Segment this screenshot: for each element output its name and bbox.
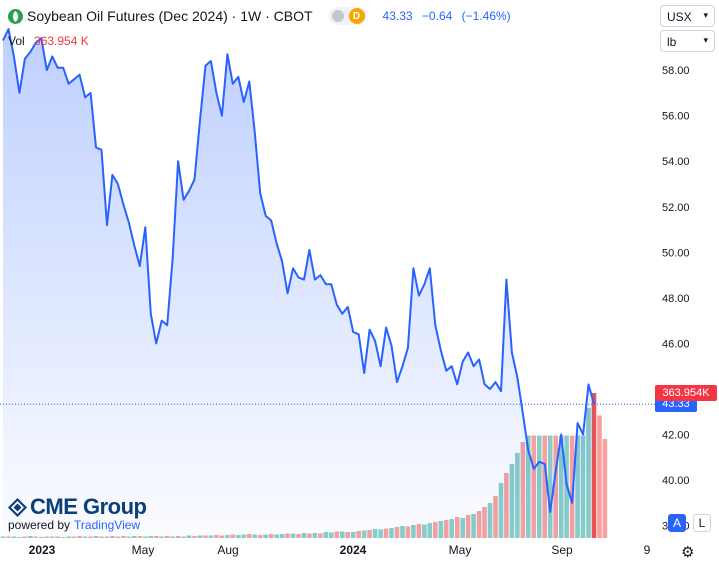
- chevron-down-icon: ▾: [703, 35, 708, 45]
- y-tick-label: 54.00: [662, 156, 690, 168]
- volume-bar: [22, 536, 28, 538]
- volume-bar: [0, 536, 6, 538]
- volume-bar: [99, 536, 104, 538]
- volume-bar: [126, 536, 132, 538]
- volume-legend: Vol 363.954 K: [8, 34, 89, 48]
- volume-bar: [33, 536, 39, 538]
- x-tick-label: Aug: [217, 543, 238, 557]
- price-change: −0.64: [421, 9, 453, 23]
- toggle-knob: [331, 10, 344, 22]
- y-axis: 38.0040.0042.0044.0046.0048.0050.0052.00…: [662, 65, 690, 532]
- currency-select[interactable]: USX ▾: [660, 5, 715, 27]
- volume-bar: [55, 536, 60, 538]
- symbol-title[interactable]: Soybean Oil Futures (Dec 2024) · 1W · CB…: [27, 8, 313, 24]
- volume-bar: [82, 536, 88, 538]
- delayed-badge: D: [348, 8, 365, 24]
- y-tick-label: 52.00: [662, 202, 690, 214]
- quote-values: 43.33 −0.64 (−1.46%): [383, 9, 517, 23]
- volume-bar: [39, 537, 44, 538]
- cme-logo: CME Group: [8, 494, 147, 520]
- log-scale-button[interactable]: L: [693, 514, 711, 532]
- chart-header: Soybean Oil Futures (Dec 2024) · 1W · CB…: [8, 5, 517, 27]
- y-tick-label: 56.00: [662, 111, 690, 123]
- tradingview-link[interactable]: TradingView: [74, 518, 141, 532]
- y-tick-label: 48.00: [662, 293, 690, 305]
- volume-bar: [88, 536, 93, 538]
- volume-bar: [159, 536, 164, 538]
- settings-gear-icon[interactable]: ⚙: [681, 544, 695, 561]
- cme-brand-text: CME Group: [30, 494, 147, 519]
- currency-value: USX: [667, 10, 692, 24]
- x-tick-label: 2024: [340, 543, 367, 557]
- chevron-down-icon: ▾: [703, 10, 708, 20]
- y-tick-label: 46.00: [662, 338, 690, 350]
- volume-bar: [66, 536, 71, 538]
- last-price: 43.33: [382, 9, 413, 23]
- soybean-leaf-icon: [8, 8, 23, 24]
- powered-by-label: powered by: [8, 518, 71, 532]
- y-tick-label: 42.00: [662, 430, 690, 442]
- y-tick-label: 50.00: [662, 247, 690, 259]
- volume-bar: [170, 536, 175, 538]
- x-tick-label: May: [449, 543, 472, 557]
- volume-bar: [6, 536, 11, 538]
- y-tick-label: 40.00: [662, 475, 690, 487]
- volume-bar: [569, 435, 575, 538]
- volume-bar: [104, 536, 110, 538]
- powered-by[interactable]: powered by TradingView: [8, 518, 140, 532]
- x-tick-label: Sep: [551, 543, 573, 557]
- volume-bar: [44, 536, 50, 538]
- volume-bar: [115, 536, 121, 538]
- volume-label: Vol: [8, 34, 25, 48]
- volume-bar: [181, 536, 186, 538]
- market-status-toggle[interactable]: D: [328, 7, 367, 25]
- y-tick-label: 58.00: [662, 65, 690, 77]
- volume-tag: 363.954K: [655, 385, 717, 401]
- volume-bar: [547, 435, 553, 538]
- cme-globe-icon: [8, 497, 27, 517]
- volume-bar: [602, 439, 608, 538]
- volume-bar: [11, 536, 17, 538]
- x-tick-label: May: [132, 543, 155, 557]
- volume-bar: [597, 415, 602, 538]
- volume-bar: [143, 536, 148, 538]
- x-axis: 2023 May Aug 2024 May Sep 9: [29, 543, 651, 557]
- volume-bar: [60, 537, 66, 538]
- auto-scale-button[interactable]: A: [668, 514, 686, 532]
- x-tick-label: 2023: [29, 543, 56, 557]
- volume-bar: [17, 537, 22, 538]
- price-line: [2, 28, 595, 513]
- unit-value: lb: [667, 35, 677, 49]
- price-change-percent: (−1.46%): [461, 9, 511, 23]
- unit-select[interactable]: lb ▾: [660, 30, 715, 52]
- volume-bar: [71, 536, 77, 538]
- price-area: [3, 29, 594, 537]
- x-tick-label: 9: [644, 543, 651, 557]
- volume-value: 363.954 K: [34, 34, 89, 48]
- volume-bar: [49, 536, 55, 538]
